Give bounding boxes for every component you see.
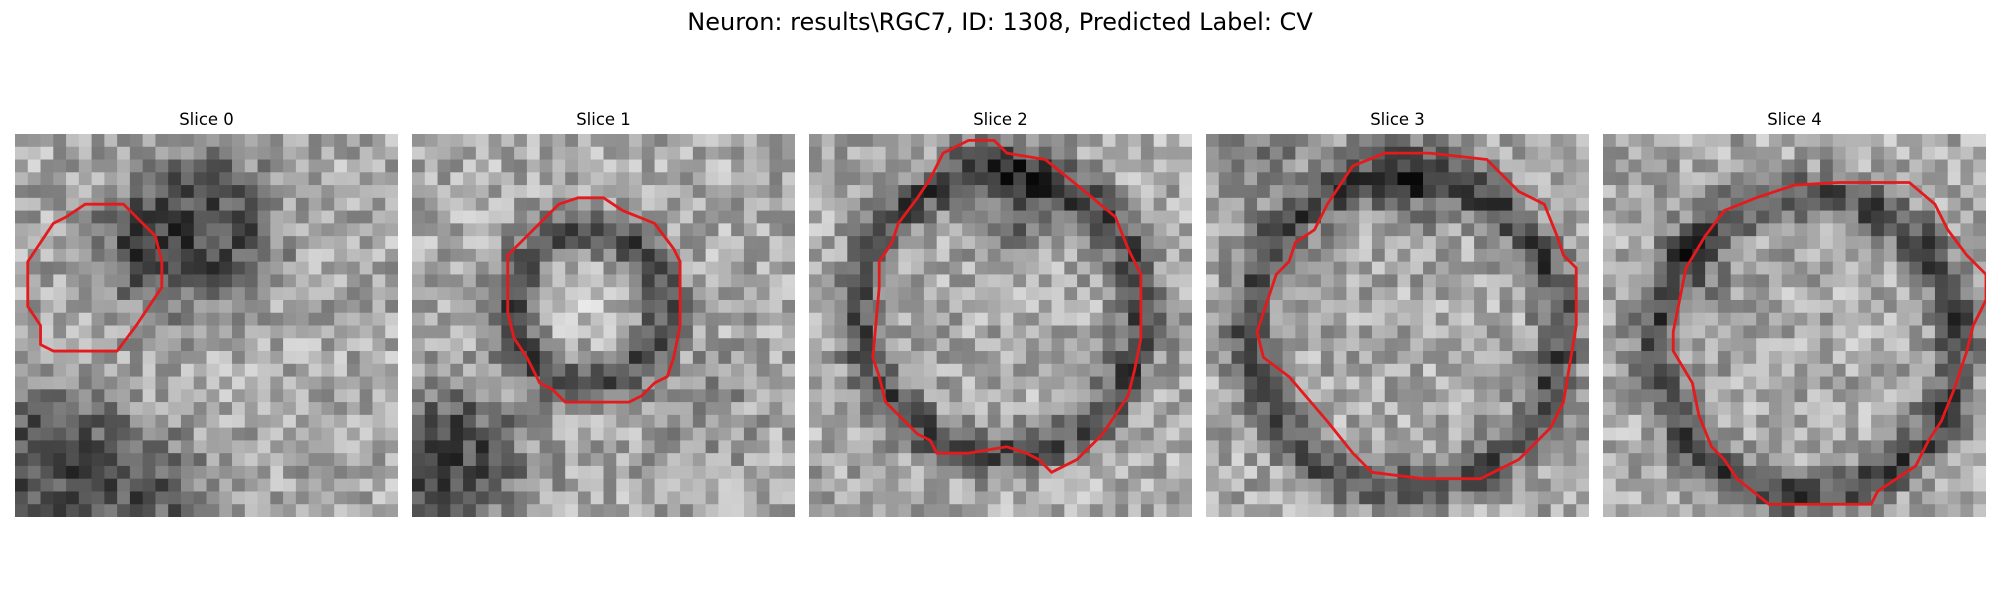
- contour-outline: [26, 202, 164, 353]
- slice-title-3: Slice 3: [1370, 110, 1425, 129]
- pixel-grid: [15, 134, 398, 517]
- pixel-grid: [1206, 134, 1589, 517]
- figure-title: Neuron: results\RGC7, ID: 1308, Predicte…: [687, 8, 1313, 36]
- slice-image-2: [809, 134, 1192, 517]
- slice-title-2: Slice 2: [973, 110, 1028, 129]
- slice-panel-0: Slice 0: [15, 108, 398, 517]
- slice-panel-1: Slice 1: [412, 108, 795, 517]
- contour-outline: [1255, 151, 1578, 481]
- slice-image-3: [1206, 134, 1589, 517]
- contour-outline: [506, 196, 682, 404]
- slice-panel-4: Slice 4: [1603, 108, 1986, 517]
- slice-title-1: Slice 1: [576, 110, 631, 129]
- pixel-grid: [809, 134, 1192, 517]
- slice-image-0: [15, 134, 398, 517]
- slice-panel-3: Slice 3: [1206, 108, 1589, 517]
- slice-title-4: Slice 4: [1767, 110, 1822, 129]
- pixel-grid: [412, 134, 795, 517]
- slice-image-4: [1603, 134, 1986, 517]
- contour-outline: [1671, 181, 1986, 506]
- contour-outline: [871, 138, 1143, 474]
- slice-panel-2: Slice 2: [809, 108, 1192, 517]
- slice-image-1: [412, 134, 795, 517]
- slice-title-0: Slice 0: [179, 110, 234, 129]
- pixel-grid: [1603, 134, 1986, 517]
